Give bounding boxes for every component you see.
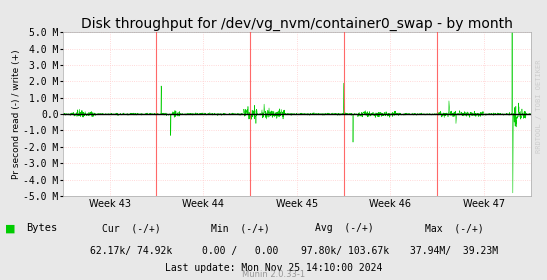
Text: Avg  (-/+): Avg (-/+) — [315, 223, 374, 233]
Text: ■: ■ — [5, 223, 16, 233]
Title: Disk throughput for /dev/vg_nvm/container0_swap - by month: Disk throughput for /dev/vg_nvm/containe… — [81, 17, 513, 31]
Text: RRDTOOL / TOBI OETIKER: RRDTOOL / TOBI OETIKER — [536, 60, 542, 153]
Y-axis label: Pr second read (-) / write (+): Pr second read (-) / write (+) — [11, 49, 21, 179]
Text: 62.17k/ 74.92k: 62.17k/ 74.92k — [90, 246, 172, 256]
Text: Min  (-/+): Min (-/+) — [211, 223, 270, 233]
Text: 0.00 /   0.00: 0.00 / 0.00 — [202, 246, 279, 256]
Text: Cur  (-/+): Cur (-/+) — [102, 223, 161, 233]
Text: Max  (-/+): Max (-/+) — [424, 223, 484, 233]
Text: Munin 2.0.33-1: Munin 2.0.33-1 — [242, 270, 305, 279]
Text: Last update: Mon Nov 25 14:10:00 2024: Last update: Mon Nov 25 14:10:00 2024 — [165, 263, 382, 273]
Text: Bytes: Bytes — [26, 223, 57, 233]
Text: 37.94M/  39.23M: 37.94M/ 39.23M — [410, 246, 498, 256]
Text: 97.80k/ 103.67k: 97.80k/ 103.67k — [300, 246, 389, 256]
